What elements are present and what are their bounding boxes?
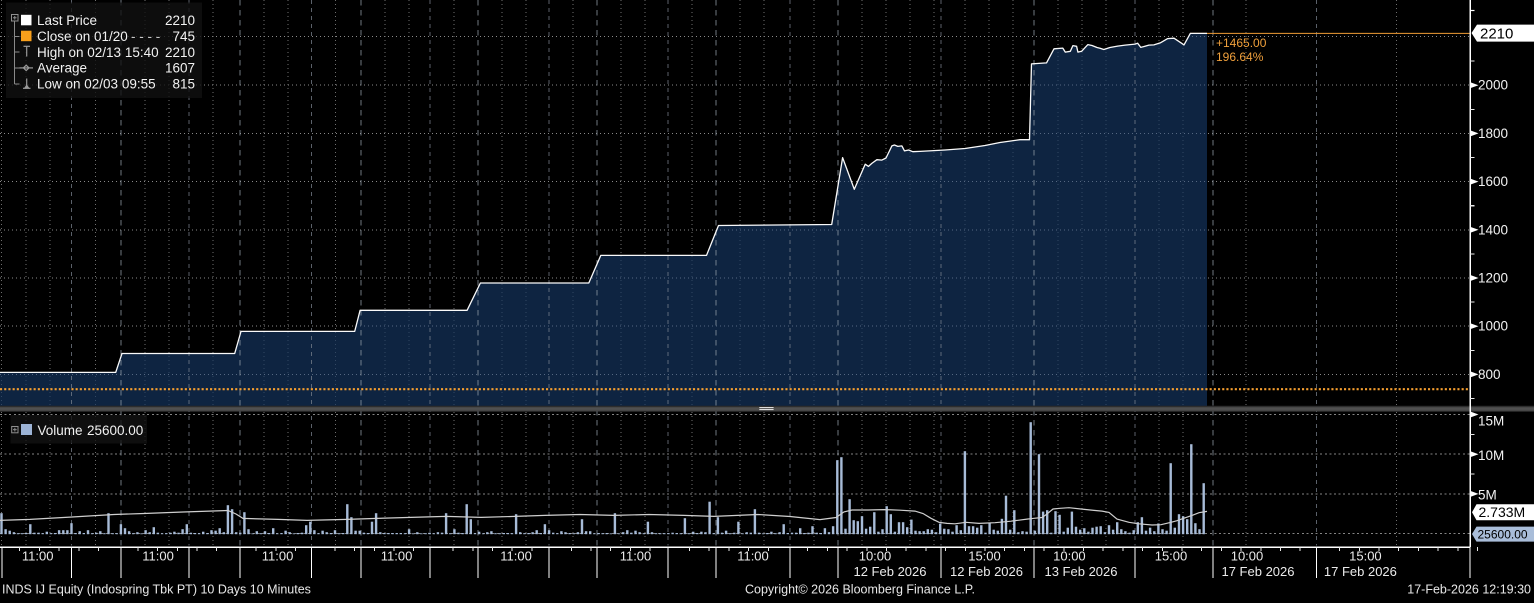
- svg-text:15:00: 15:00: [1155, 549, 1188, 564]
- svg-text:1607: 1607: [165, 61, 195, 76]
- svg-text:5M: 5M: [1478, 488, 1497, 503]
- svg-text:Low on 02/03 09:55: Low on 02/03 09:55: [37, 76, 156, 91]
- svg-text:11:00: 11:00: [620, 549, 652, 564]
- svg-text:15M: 15M: [1478, 413, 1504, 428]
- svg-text:13 Feb 2026: 13 Feb 2026: [1044, 564, 1117, 579]
- svg-text:Average: Average: [37, 61, 87, 76]
- svg-text:25600.00: 25600.00: [1478, 527, 1528, 541]
- svg-text:11:00: 11:00: [262, 549, 294, 564]
- svg-text:Last Price: Last Price: [37, 13, 97, 28]
- svg-text:11:00: 11:00: [381, 549, 413, 564]
- svg-text:196.64%: 196.64%: [1216, 50, 1264, 64]
- svg-text:Close on 01/20: Close on 01/20: [37, 29, 128, 44]
- svg-text:25600.00: 25600.00: [87, 423, 143, 438]
- svg-text:10:00: 10:00: [1231, 549, 1264, 564]
- svg-text:+1465.00: +1465.00: [1216, 36, 1267, 50]
- svg-text:1000: 1000: [1478, 319, 1508, 334]
- svg-text:11:00: 11:00: [737, 549, 769, 564]
- svg-text:11:00: 11:00: [142, 549, 174, 564]
- svg-text:High on 02/13 15:40: High on 02/13 15:40: [37, 45, 159, 60]
- svg-text:1800: 1800: [1478, 126, 1508, 141]
- svg-text:745: 745: [172, 29, 195, 44]
- svg-text:1200: 1200: [1478, 271, 1508, 286]
- svg-text:15:00: 15:00: [1349, 549, 1382, 564]
- svg-text:17-Feb-2026 12:19:30: 17-Feb-2026 12:19:30: [1407, 583, 1531, 597]
- svg-text:1400: 1400: [1478, 222, 1508, 237]
- svg-text:12 Feb 2026: 12 Feb 2026: [853, 564, 926, 579]
- svg-text:Copyright© 2026 Bloomberg Fina: Copyright© 2026 Bloomberg Finance L.P.: [745, 583, 975, 597]
- svg-text:Volume: Volume: [38, 423, 83, 438]
- svg-text:10:00: 10:00: [859, 549, 892, 564]
- svg-text:17 Feb 2026: 17 Feb 2026: [1324, 564, 1397, 579]
- svg-text:12 Feb 2026: 12 Feb 2026: [950, 564, 1023, 579]
- svg-text:17 Feb 2026: 17 Feb 2026: [1221, 564, 1294, 579]
- svg-text:815: 815: [172, 76, 195, 91]
- svg-text:2000: 2000: [1478, 78, 1508, 93]
- svg-text:11:00: 11:00: [500, 549, 532, 564]
- svg-text:15:00: 15:00: [968, 549, 1001, 564]
- svg-text:INDS IJ Equity (Indospring Tbk: INDS IJ Equity (Indospring Tbk PT) 10 Da…: [2, 583, 311, 597]
- svg-text:1600: 1600: [1478, 174, 1508, 189]
- svg-text:- - - -: - - - -: [131, 29, 160, 44]
- svg-text:11:00: 11:00: [22, 549, 54, 564]
- svg-text:10M: 10M: [1478, 448, 1504, 463]
- svg-text:2210: 2210: [1480, 25, 1513, 42]
- svg-text:10:00: 10:00: [1053, 549, 1086, 564]
- svg-text:2210: 2210: [165, 45, 195, 60]
- svg-text:800: 800: [1478, 367, 1501, 382]
- svg-text:2.733M: 2.733M: [1479, 504, 1526, 520]
- svg-text:2210: 2210: [165, 13, 195, 28]
